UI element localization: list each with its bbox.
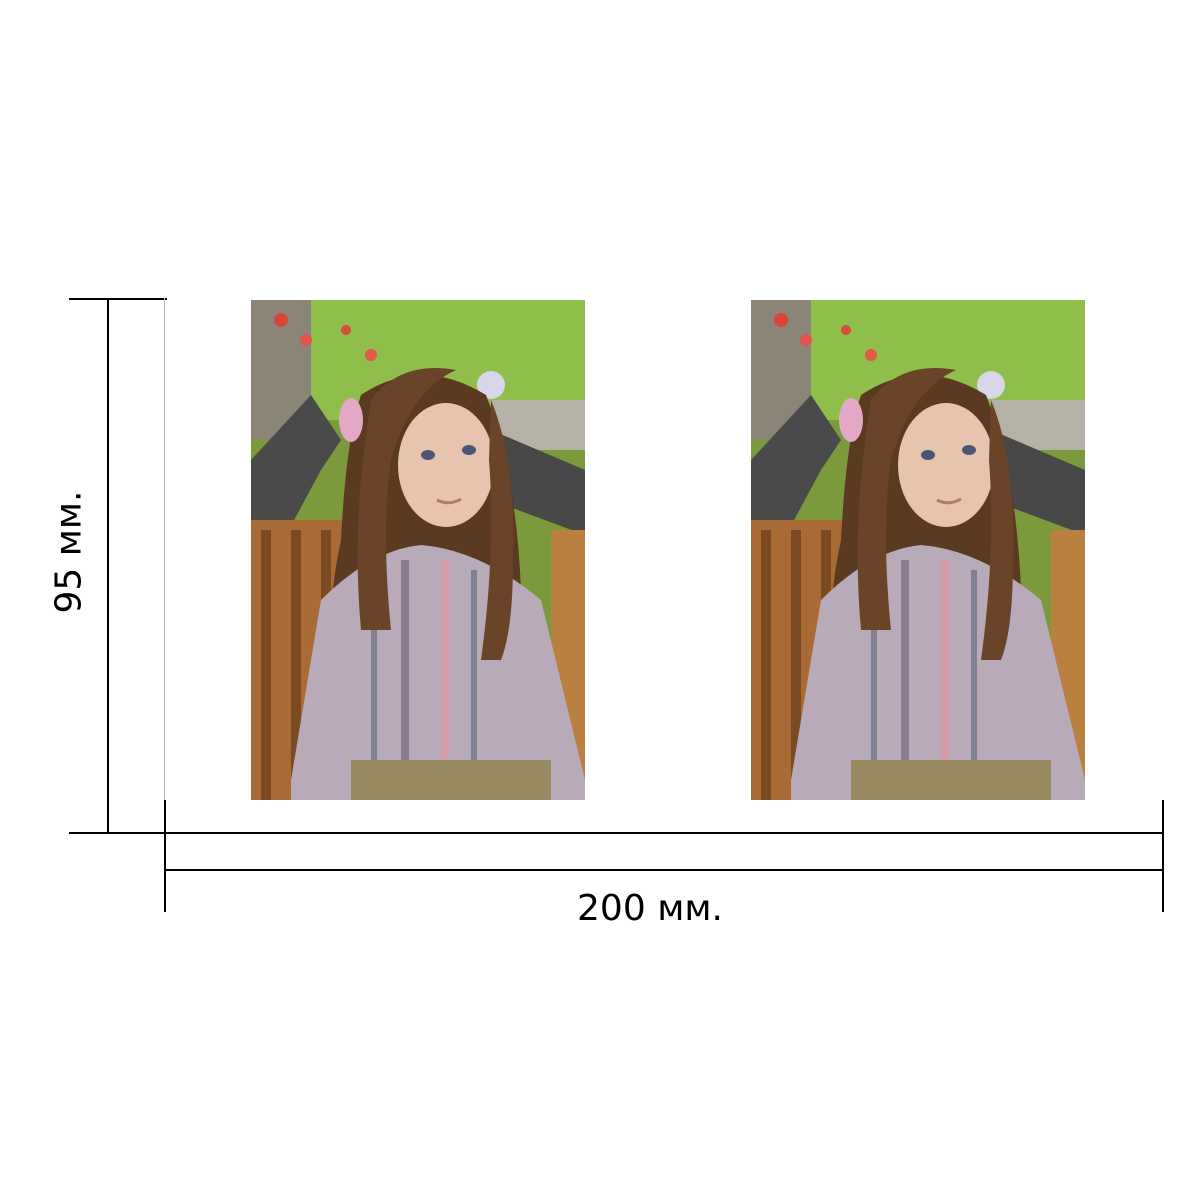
height-dimension-top-tick [69, 298, 167, 300]
photo-right [751, 300, 1085, 800]
width-dimension-line [164, 869, 1164, 871]
height-dimension-guide [164, 298, 165, 834]
height-dimension-bottom-tick [69, 832, 167, 834]
width-dimension-left-tick [164, 800, 166, 912]
width-dimension-label: 200 мм. [577, 888, 723, 929]
width-dimension-top-edge [164, 832, 1164, 834]
photo-left [251, 300, 585, 800]
height-dimension-line [107, 298, 109, 834]
width-dimension-right-tick [1162, 800, 1164, 912]
